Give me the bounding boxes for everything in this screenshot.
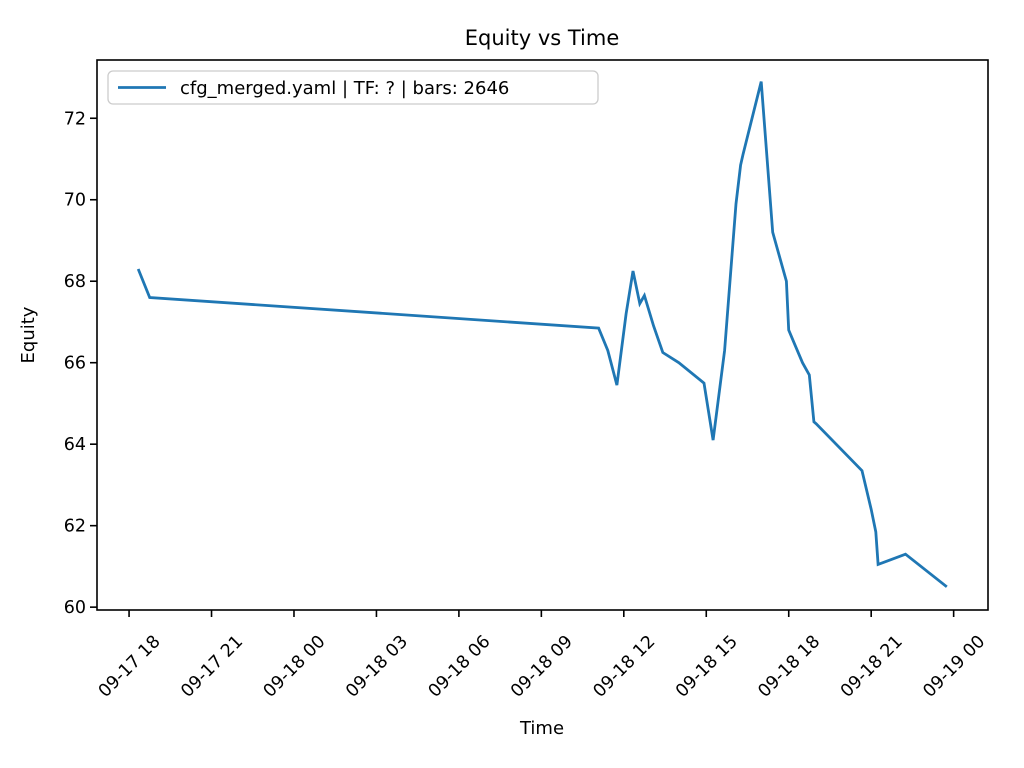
x-tick-label: 09-18 00 <box>260 632 330 702</box>
chart-title: Equity vs Time <box>465 26 620 50</box>
x-tick-label: 09-18 21 <box>837 632 907 702</box>
legend-box <box>107 70 599 105</box>
y-axis: 60 62 64 66 68 70 72 <box>64 109 97 618</box>
legend-label: cfg_merged.yaml | TF: ? | bars: 2646 <box>180 78 509 99</box>
x-axis-label: Time <box>519 718 564 739</box>
series-group <box>136 81 948 588</box>
x-tick-label: 09-18 12 <box>590 632 660 702</box>
x-tick-label: 09-18 15 <box>672 632 742 702</box>
y-tick-label: 62 <box>64 517 86 537</box>
y-tick-label: 64 <box>64 435 86 455</box>
x-tick-label: 09-17 18 <box>95 632 165 702</box>
legend: cfg_merged.yaml | TF: ? | bars: 2646 <box>107 70 599 105</box>
x-tick-label: 09-18 03 <box>342 632 412 702</box>
y-tick-label: 60 <box>64 598 86 618</box>
y-tick-label: 72 <box>64 109 86 129</box>
y-tick-label: 66 <box>64 354 86 374</box>
equity-line <box>136 81 948 588</box>
x-tick-label: 09-17 21 <box>177 632 247 702</box>
x-axis: 09-17 18 09-17 21 09-18 00 09-18 03 09-18 06… <box>95 610 989 702</box>
x-tick-label: 09-18 09 <box>507 632 577 702</box>
y-axis-label: Equity <box>18 306 39 363</box>
x-tick-label: 09-18 06 <box>425 632 495 702</box>
plot-frame <box>96 59 989 611</box>
y-tick-label: 68 <box>64 272 86 292</box>
x-tick-label: 09-19 00 <box>919 632 989 702</box>
x-tick-label: 09-18 18 <box>755 632 825 702</box>
y-tick-label: 70 <box>64 191 86 211</box>
